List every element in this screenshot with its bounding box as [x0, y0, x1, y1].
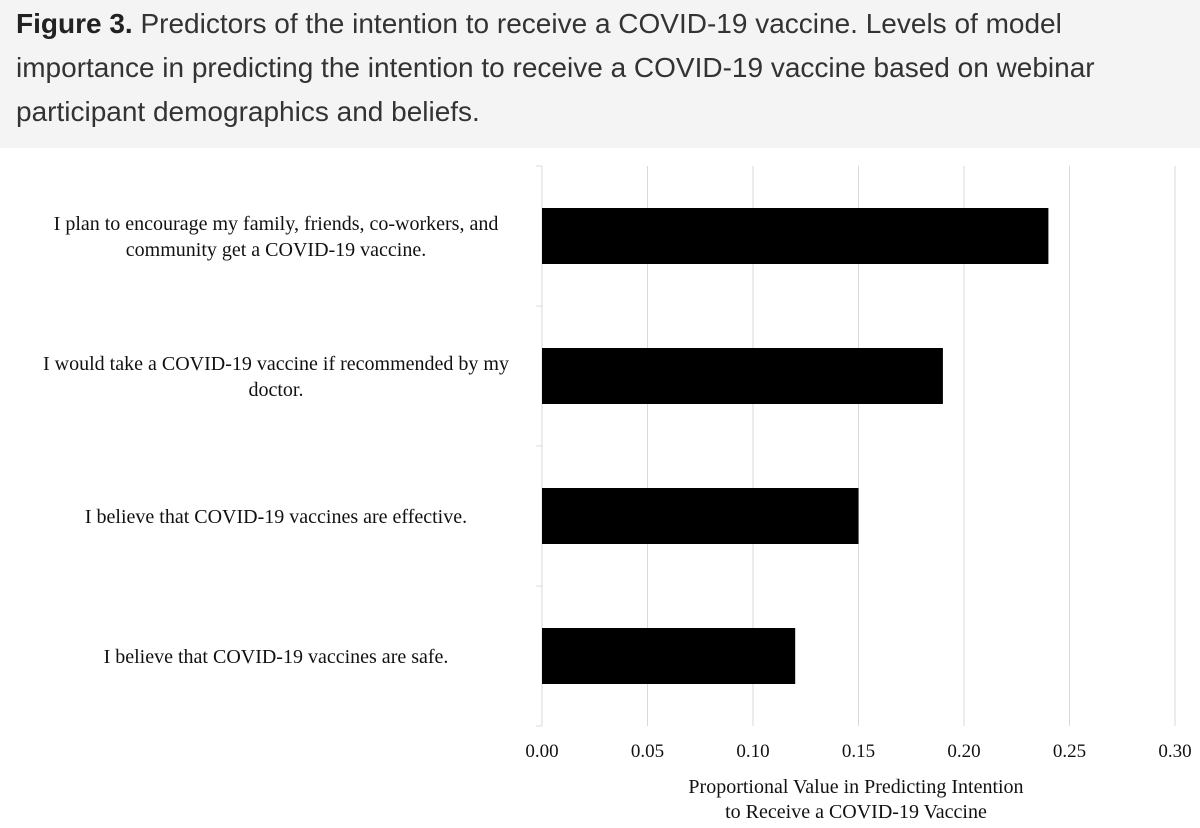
- x-tick-label: 0.30: [1158, 741, 1191, 762]
- x-tick-label: 0.05: [631, 741, 664, 762]
- bar: [542, 488, 859, 544]
- figure-label: Figure 3.: [16, 8, 133, 39]
- bar-chart: 0.00 0.05 0.10 0.15 0.20 0.25 0.30 I plan to en…: [43, 165, 1192, 823]
- x-tick-label: 0.10: [736, 741, 769, 762]
- x-tick-label: 0.00: [525, 741, 558, 762]
- x-tick-label: 0.25: [1053, 741, 1086, 762]
- bar: [542, 628, 796, 684]
- x-tick-label: 0.15: [842, 741, 875, 762]
- bar: [542, 208, 1049, 264]
- x-axis-title: Proportional Value in Predicting Intenti…: [688, 776, 1023, 823]
- category-label: I believe that COVID-19 vaccines are saf…: [104, 646, 449, 668]
- category-label: I believe that COVID-19 vaccines are eff…: [85, 506, 467, 528]
- bar: [542, 348, 943, 404]
- category-label: I would take a COVID-19 vaccine if recom…: [43, 353, 509, 401]
- x-tick-label: 0.20: [947, 741, 980, 762]
- figure-caption-text: Predictors of the intention to receive a…: [16, 8, 1095, 127]
- figure-caption: Figure 3. Predictors of the intention to…: [0, 0, 1200, 148]
- category-label: I plan to encourage my family, friends, …: [54, 213, 499, 261]
